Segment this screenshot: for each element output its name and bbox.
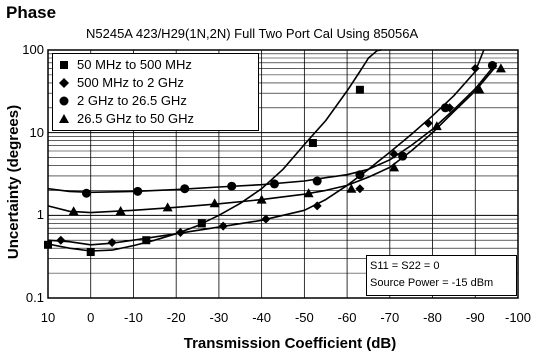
triangle-marker [495, 63, 506, 73]
diamond-marker [261, 214, 271, 224]
note-line: Source Power = -15 dBm [370, 277, 494, 289]
legend-label: 50 MHz to 500 MHz [77, 57, 192, 72]
triangle-marker-icon [59, 113, 69, 123]
x-tick-label: -80 [423, 310, 442, 325]
circle-marker-icon [59, 96, 69, 105]
triangle-marker [389, 162, 400, 172]
note-line: S11 = S22 = 0 [370, 260, 440, 272]
legend-item: 500 MHz to 2 GHz [59, 74, 184, 91]
x-tick-label: -70 [380, 310, 400, 325]
triangle-marker [209, 198, 220, 208]
diamond-marker [175, 227, 185, 237]
diamond-marker [423, 118, 433, 128]
x-tick-label: -50 [294, 310, 314, 325]
circle-marker [180, 184, 190, 194]
square-marker [355, 85, 364, 94]
square-marker [86, 248, 95, 257]
series-markers [44, 60, 506, 257]
triangle-marker [68, 206, 79, 216]
y-axis-label: Uncertainty (degrees) [5, 104, 22, 260]
legend-label: 2 GHz to 26.5 GHz [77, 93, 187, 108]
triangle-marker [115, 205, 126, 215]
chart-title: N5245A 423/H29(1N,2N) Full Two Port Cal … [86, 26, 419, 41]
legend-label: 500 MHz to 2 GHz [77, 75, 184, 90]
x-tick-label: 0 [87, 310, 95, 325]
triangle-marker [431, 121, 442, 131]
diamond-marker [389, 149, 399, 159]
x-tick-label: -60 [337, 310, 357, 325]
series-line [47, 62, 498, 194]
diamond-marker [312, 201, 322, 211]
x-tick-label: -100 [504, 310, 532, 325]
x-tick-label: 10 [40, 310, 56, 325]
x-axis-label: Transmission Coefficient (dB) [183, 335, 397, 352]
square-marker [308, 138, 317, 147]
triangle-marker [303, 188, 314, 198]
diamond-marker [355, 184, 365, 194]
y-tick-label: 1 [36, 207, 44, 223]
x-tick-label: -10 [124, 310, 143, 325]
x-tick-label: -20 [166, 310, 186, 325]
conditions-note: S11 = S22 = 0 Source Power = -15 dBm [366, 255, 517, 296]
circle-marker [227, 181, 237, 191]
legend: 50 MHz to 500 MHz 500 MHz to 2 GHz 2 GHz… [52, 53, 259, 131]
square-marker [197, 219, 206, 228]
x-tick-label: -40 [252, 310, 272, 325]
circle-marker [312, 176, 322, 186]
triangle-marker [256, 194, 267, 204]
x-tick-label: -30 [209, 310, 229, 325]
triangle-marker [346, 183, 357, 193]
diamond-marker [470, 63, 480, 73]
page-heading: Phase [6, 3, 57, 22]
y-tick-label: 0.1 [25, 290, 44, 305]
legend-item: 2 GHz to 26.5 GHz [59, 92, 187, 109]
y-tick-label: 100 [22, 42, 44, 57]
circle-marker [81, 188, 91, 198]
triangle-marker [162, 202, 173, 212]
circle-marker [269, 179, 279, 189]
circle-marker [133, 186, 143, 196]
x-tick-label: -90 [465, 310, 485, 325]
diamond-marker-icon [59, 77, 69, 88]
circle-marker [355, 170, 365, 180]
square-marker [142, 236, 151, 245]
legend-label: 26.5 GHz to 50 GHz [77, 111, 195, 126]
square-marker-icon [60, 60, 68, 69]
diamond-marker [56, 235, 66, 245]
y-tick-label: 10 [29, 124, 44, 140]
plot-border [47, 49, 519, 299]
legend-item: 26.5 GHz to 50 GHz [59, 110, 194, 127]
circle-marker [398, 151, 408, 161]
diamond-marker [218, 221, 228, 231]
circle-marker [440, 103, 450, 113]
circle-marker [487, 60, 497, 70]
legend-item: 50 MHz to 500 MHz [59, 56, 192, 73]
diamond-marker [107, 237, 117, 247]
series-line [47, 49, 382, 252]
triangle-marker [474, 84, 485, 94]
